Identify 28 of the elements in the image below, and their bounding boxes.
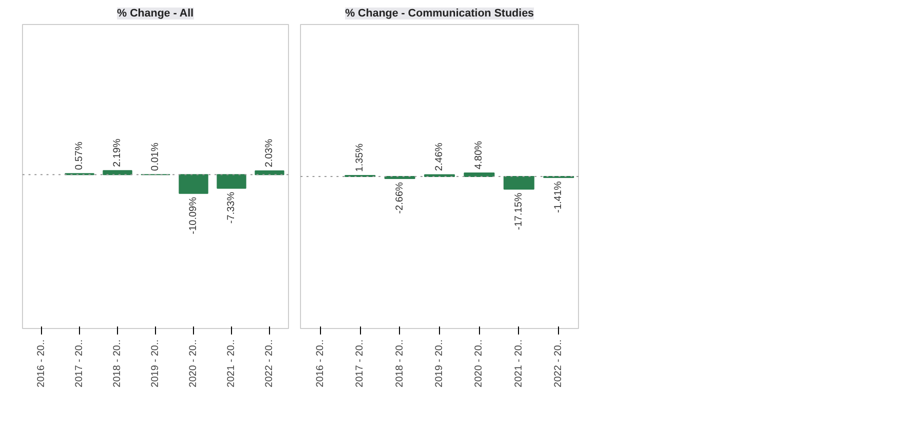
- data-label: 2.03%: [264, 138, 275, 168]
- x-tick-label: 2016 - 20..: [314, 340, 326, 388]
- data-label: 0.01%: [150, 142, 161, 171]
- x-tick-label: 2022 - 20..: [264, 340, 275, 388]
- data-label: -2.66%: [394, 182, 406, 214]
- data-label: 2.46%: [434, 142, 445, 172]
- data-label: 1.35%: [354, 143, 366, 172]
- chart-title: % Change - Communication Studies: [345, 8, 534, 20]
- x-tick-label: 2018 - 20..: [112, 340, 123, 388]
- data-label: -1.41%: [553, 181, 564, 213]
- data-label: -7.33%: [226, 192, 237, 224]
- x-tick-label: 2020 - 20..: [474, 340, 485, 388]
- x-tick-label: 2017 - 20..: [354, 340, 366, 388]
- data-label: -17.15%: [513, 192, 524, 230]
- x-tick-label: 2021 - 20..: [226, 340, 237, 388]
- data-label: 0.57%: [74, 141, 85, 170]
- data-label: -10.09%: [188, 196, 199, 234]
- x-tick-label: 2016 - 20..: [36, 340, 47, 388]
- x-tick-label: 2019 - 20..: [434, 340, 445, 388]
- x-tick-label: 2021 - 20..: [513, 340, 524, 388]
- data-label: 4.80%: [474, 140, 485, 170]
- x-tick-label: 2018 - 20..: [394, 340, 406, 388]
- x-tick-label: 2022 - 20..: [553, 340, 564, 388]
- x-tick-label: 2019 - 20..: [150, 340, 161, 388]
- x-tick-label: 2020 - 20..: [188, 340, 199, 388]
- chart-title: % Change - All: [116, 8, 194, 20]
- x-tick-label: 2017 - 20..: [74, 340, 85, 388]
- data-label: 2.19%: [112, 138, 123, 167]
